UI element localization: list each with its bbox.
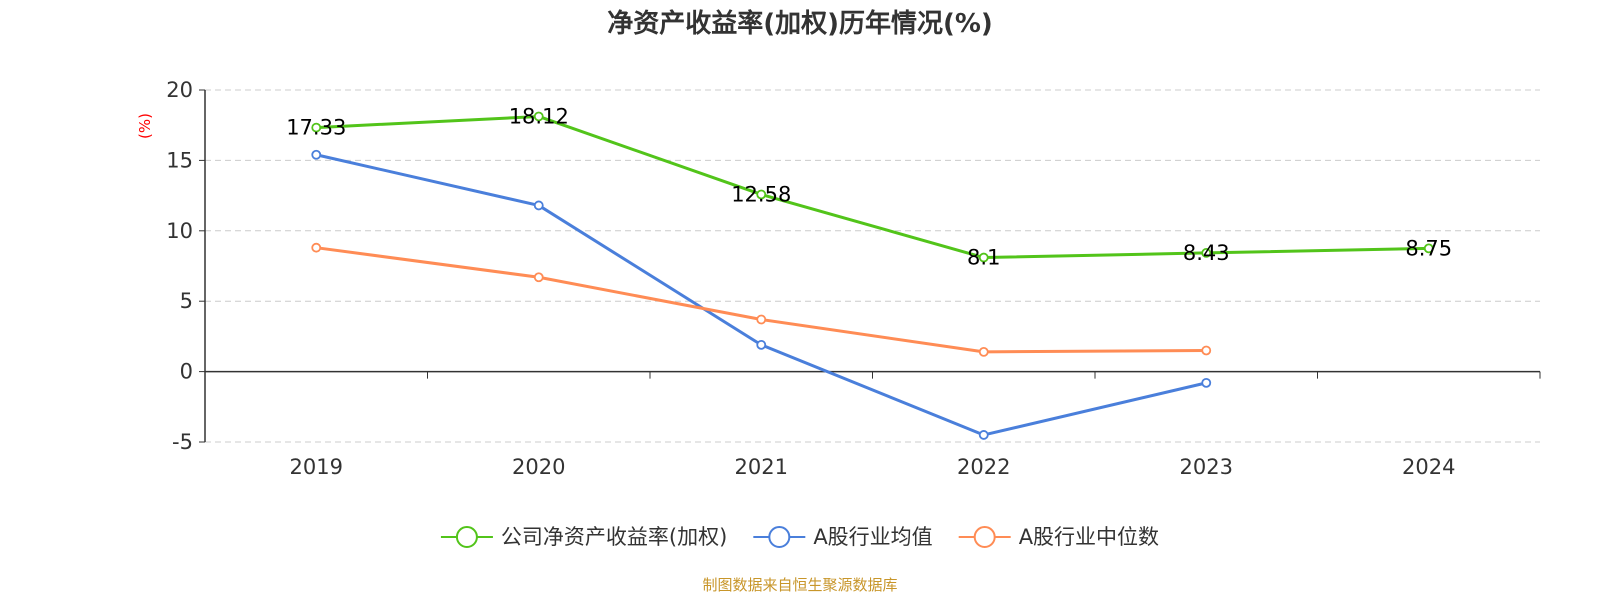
gridlines	[205, 89, 1540, 443]
data-point	[1201, 377, 1212, 388]
data-point	[978, 346, 989, 357]
data-point	[756, 189, 767, 200]
y-axis-unit-label: (%)	[136, 113, 154, 139]
data-point	[311, 122, 322, 133]
series-line	[316, 114, 1429, 260]
y-tick-label: -5	[172, 430, 193, 454]
legend[interactable]: 公司净资产收益率(加权) A股行业均值 A股行业中位数	[440, 525, 1159, 549]
series-line	[316, 246, 1207, 354]
data-labels: 17.33 18.12 12.58 8.1 8.43 8.75	[286, 104, 1452, 269]
data-label: 12.58	[731, 182, 791, 206]
y-tick-label: 20	[166, 78, 193, 102]
legend-label: 公司净资产收益率(加权)	[501, 525, 727, 549]
chart-title: 净资产收益率(加权)历年情况(%)	[607, 8, 993, 39]
y-tick-label: 10	[166, 219, 193, 243]
data-point	[311, 242, 322, 253]
legend-swatch-marker	[973, 526, 996, 548]
x-tick-label: 2020	[512, 455, 565, 479]
series-group	[311, 111, 1434, 440]
y-tick-label: 15	[166, 148, 193, 172]
data-label: 17.33	[286, 116, 346, 140]
data-label: 8.1	[967, 246, 1000, 270]
x-tick-label: 2023	[1180, 455, 1233, 479]
data-label: 8.43	[1183, 241, 1230, 265]
data-point	[1423, 243, 1434, 254]
legend-swatch-marker	[768, 526, 791, 548]
x-tick-label: 2022	[957, 455, 1010, 479]
legend-item[interactable]: A股行业均值	[753, 525, 933, 549]
y-tick-label: 5	[180, 289, 193, 313]
legend-item[interactable]: 公司净资产收益率(加权)	[440, 525, 727, 549]
data-point	[1201, 248, 1212, 258]
axes: -5 0 5 10 15 20 2019 2020 2021 2022 2023 2024	[166, 78, 1541, 479]
data-point	[311, 149, 322, 160]
data-label: 18.12	[509, 104, 569, 128]
source-note: 制图数据来自恒生聚源数据库	[702, 576, 897, 594]
data-point	[533, 272, 544, 283]
data-point	[978, 252, 989, 263]
data-label: 8.75	[1405, 236, 1452, 260]
x-tick-label: 2021	[735, 455, 788, 479]
data-point	[756, 339, 767, 350]
data-point	[533, 111, 544, 122]
data-point	[1201, 345, 1212, 356]
data-point	[978, 430, 989, 440]
x-tick-label: 2024	[1402, 455, 1455, 479]
x-tick-label: 2019	[290, 455, 343, 479]
legend-label: A股行业中位数	[1019, 525, 1159, 549]
data-point	[533, 200, 544, 211]
legend-swatch-marker	[455, 526, 478, 548]
legend-item[interactable]: A股行业中位数	[958, 525, 1159, 549]
data-point	[756, 314, 767, 325]
y-tick-label: 0	[180, 360, 193, 384]
legend-label: A股行业均值	[813, 525, 932, 549]
